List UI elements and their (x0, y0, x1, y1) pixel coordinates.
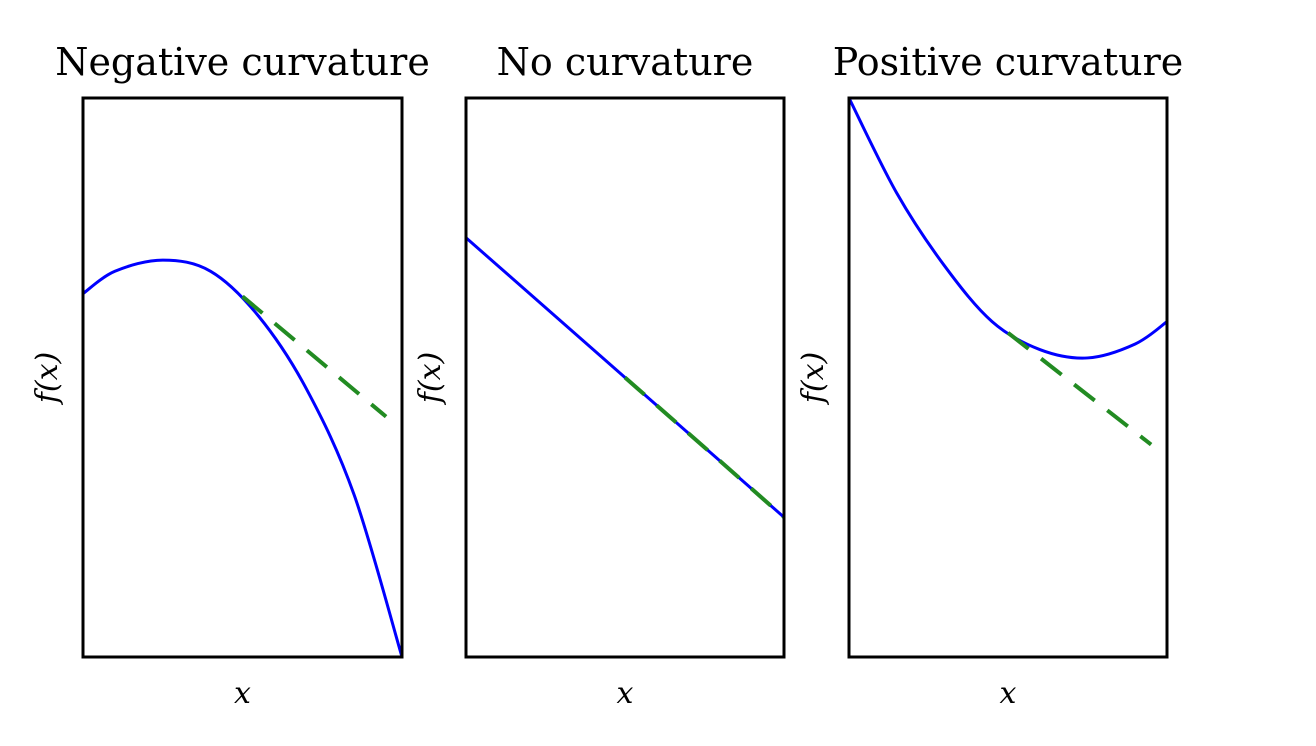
function-curve (849, 98, 1167, 360)
panel-title: No curvature (497, 40, 754, 84)
tangent-line (241, 294, 388, 419)
panel-no-curvature: No curvature x f(x) (413, 40, 786, 711)
axes-frame (464, 96, 786, 659)
axes-frame (847, 96, 1169, 659)
panel-title: Negative curvature (55, 40, 430, 84)
y-axis-label: f(x) (30, 352, 65, 405)
x-axis-label: x (1000, 676, 1017, 711)
plot-area (83, 258, 402, 657)
panel-title: Positive curvature (833, 40, 1183, 84)
y-axis-label: f(x) (413, 352, 448, 405)
x-axis-label: x (234, 676, 251, 711)
y-axis-label: f(x) (796, 352, 831, 405)
tangent-line (623, 375, 784, 519)
panel-positive-curvature: Positive curvature x f(x) (796, 40, 1183, 711)
plot-area (466, 236, 784, 519)
x-axis-label: x (617, 676, 634, 711)
plot-area (849, 98, 1167, 447)
function-curve (83, 258, 402, 657)
tangent-line (1006, 331, 1153, 447)
axes-frame (81, 96, 404, 659)
panel-negative-curvature: Negative curvature x f(x) (30, 40, 430, 711)
